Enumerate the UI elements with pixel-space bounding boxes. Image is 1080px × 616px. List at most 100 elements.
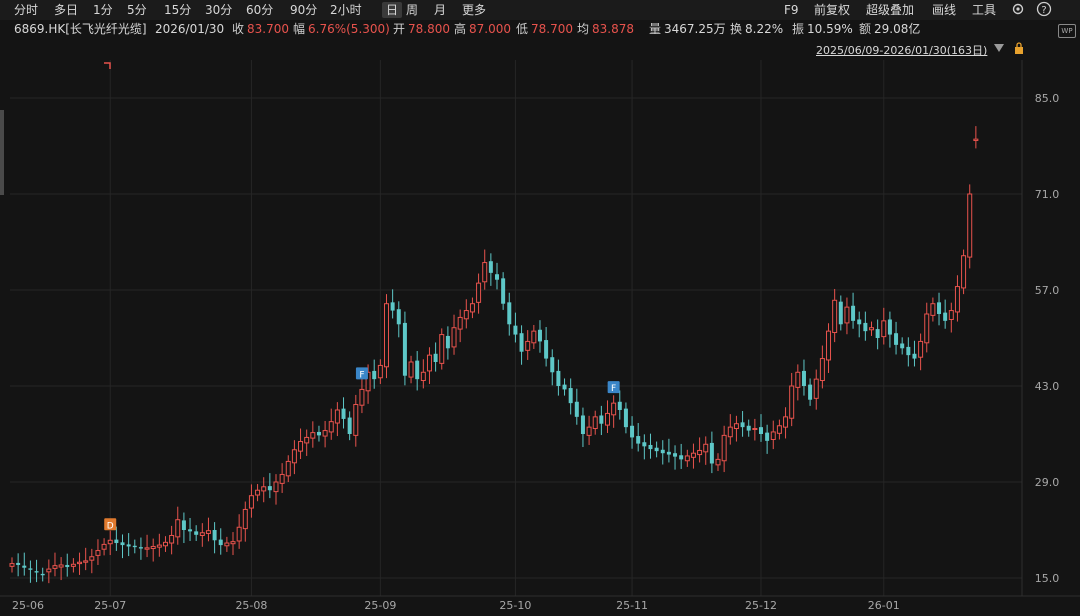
candle-body-up <box>58 564 64 568</box>
candle-body-up <box>531 330 537 344</box>
period-tab-11[interactable]: 月 <box>434 3 447 17</box>
quote-close-label: 收 <box>232 22 245 36</box>
candle-body-down <box>630 425 635 438</box>
quote-bar: 6869.HK[长飞光纤光缆] 2026/01/30 收 83.700 幅 6.76%(5… <box>0 20 1080 38</box>
candle-body-up <box>868 327 874 331</box>
candle-body-down <box>537 329 542 342</box>
candle-body-up <box>9 563 15 567</box>
lock-icon[interactable] <box>1014 42 1024 54</box>
candle-body-up <box>101 543 107 550</box>
candle-body-down <box>838 301 843 325</box>
candle-body-up <box>46 568 52 573</box>
toolbar-right-item-4[interactable]: 工具 <box>972 3 997 17</box>
candle-body-down <box>648 444 653 450</box>
candle-body-up <box>169 534 175 544</box>
period-tab-0[interactable]: 分时 <box>14 3 39 17</box>
period-tab-9[interactable]: 日 <box>382 2 403 18</box>
period-tab-4[interactable]: 15分 <box>164 3 192 17</box>
candle-body-down <box>617 401 622 410</box>
candle-body-down <box>433 353 438 362</box>
candle-body-down <box>28 568 33 570</box>
help-icon[interactable]: ? <box>1036 1 1052 17</box>
candle-body-up <box>832 299 838 334</box>
candle-body-down <box>519 333 524 352</box>
candle-body-up <box>304 436 310 444</box>
candle-body-up <box>383 303 389 368</box>
candle-body-up <box>70 563 76 567</box>
period-tab-3[interactable]: 5分 <box>127 3 147 17</box>
candle-body-down <box>120 542 125 546</box>
period-tab-10[interactable]: 周 <box>406 3 419 17</box>
candle-body-down <box>568 388 573 404</box>
event-marker-label: F <box>611 384 616 394</box>
candle-body-down <box>341 408 346 419</box>
candle-body-down <box>316 431 321 436</box>
candle-body-up <box>261 486 267 492</box>
candle-body-down <box>851 305 856 321</box>
event-marker-label: F <box>359 370 364 380</box>
candle-body-up <box>482 262 488 283</box>
candle-body-up <box>156 544 162 548</box>
candle-body-up <box>107 539 113 545</box>
candle-body-up <box>426 354 432 372</box>
candle-body-down <box>709 442 714 464</box>
quote-amount-label: 额 <box>859 22 872 36</box>
candle-body-down <box>623 408 628 428</box>
quote-low: 78.700 <box>531 22 573 36</box>
range-dropdown-icon[interactable] <box>994 44 1004 52</box>
candle-body-down <box>808 384 813 400</box>
period-tab-5[interactable]: 30分 <box>205 3 233 17</box>
x-tick-label: 26-01 <box>868 599 900 612</box>
candle-body-up <box>328 421 334 433</box>
candle-body-up <box>285 460 291 477</box>
toolbar-right-item-3[interactable]: 画线 <box>932 3 957 17</box>
candle-body-down <box>943 312 948 321</box>
y-tick-label: 43.0 <box>1035 380 1060 393</box>
toolbar-right-item-2[interactable]: 超级叠加 <box>866 3 915 17</box>
candle-body-up <box>605 412 611 426</box>
candle-body-up <box>334 409 340 424</box>
y-tick-label: 71.0 <box>1035 188 1060 201</box>
candle-body-down <box>212 530 217 541</box>
candle-body-up <box>298 441 304 452</box>
candle-body-down <box>801 370 806 386</box>
event-marker <box>355 367 368 380</box>
date-range-label[interactable]: 2025/06/09-2026/01/30(163日) <box>816 44 988 57</box>
candle-body-down <box>132 545 137 548</box>
period-tab-2[interactable]: 1分 <box>93 3 113 17</box>
y-tick-label: 57.0 <box>1035 284 1060 297</box>
toolbar-right-item-0[interactable]: F9 <box>784 3 799 17</box>
candle-body-up <box>770 431 776 440</box>
quote-turnover-label: 换 <box>730 22 743 36</box>
quote-low-label: 低 <box>516 22 529 36</box>
candle-body-down <box>642 442 647 447</box>
candle-body-down <box>40 573 45 576</box>
candle-body-up <box>52 565 58 569</box>
candle-body-up <box>457 316 463 330</box>
x-tick-label: 25-08 <box>235 599 267 612</box>
candle-body-up <box>236 526 242 542</box>
candle-body-down <box>562 384 567 390</box>
candle-body-down <box>636 436 641 444</box>
candle-body-up <box>703 443 709 453</box>
candle-body-up <box>789 385 795 419</box>
period-tab-6[interactable]: 60分 <box>246 3 274 17</box>
quote-high: 87.000 <box>469 22 511 36</box>
x-tick-label: 25-11 <box>616 599 648 612</box>
candle-body-down <box>181 520 186 530</box>
toolbar-right-item-1[interactable]: 前复权 <box>814 3 851 17</box>
candle-body-down <box>372 370 377 380</box>
event-marker-label: D <box>107 521 114 531</box>
period-tab-7[interactable]: 90分 <box>290 3 318 17</box>
candle-body-up <box>224 542 230 547</box>
period-tab-8[interactable]: 2小时 <box>330 3 362 17</box>
gear-icon[interactable] <box>1010 1 1026 17</box>
candle-body-down <box>906 346 911 356</box>
y-tick-label: 85.0 <box>1035 92 1060 105</box>
period-tab-1[interactable]: 多日 <box>54 3 79 17</box>
period-tab-12[interactable]: 更多 <box>462 3 487 17</box>
wp-icon[interactable]: WP <box>1058 24 1076 38</box>
svg-text:?: ? <box>1041 5 1046 16</box>
candle-body-up <box>469 303 475 313</box>
